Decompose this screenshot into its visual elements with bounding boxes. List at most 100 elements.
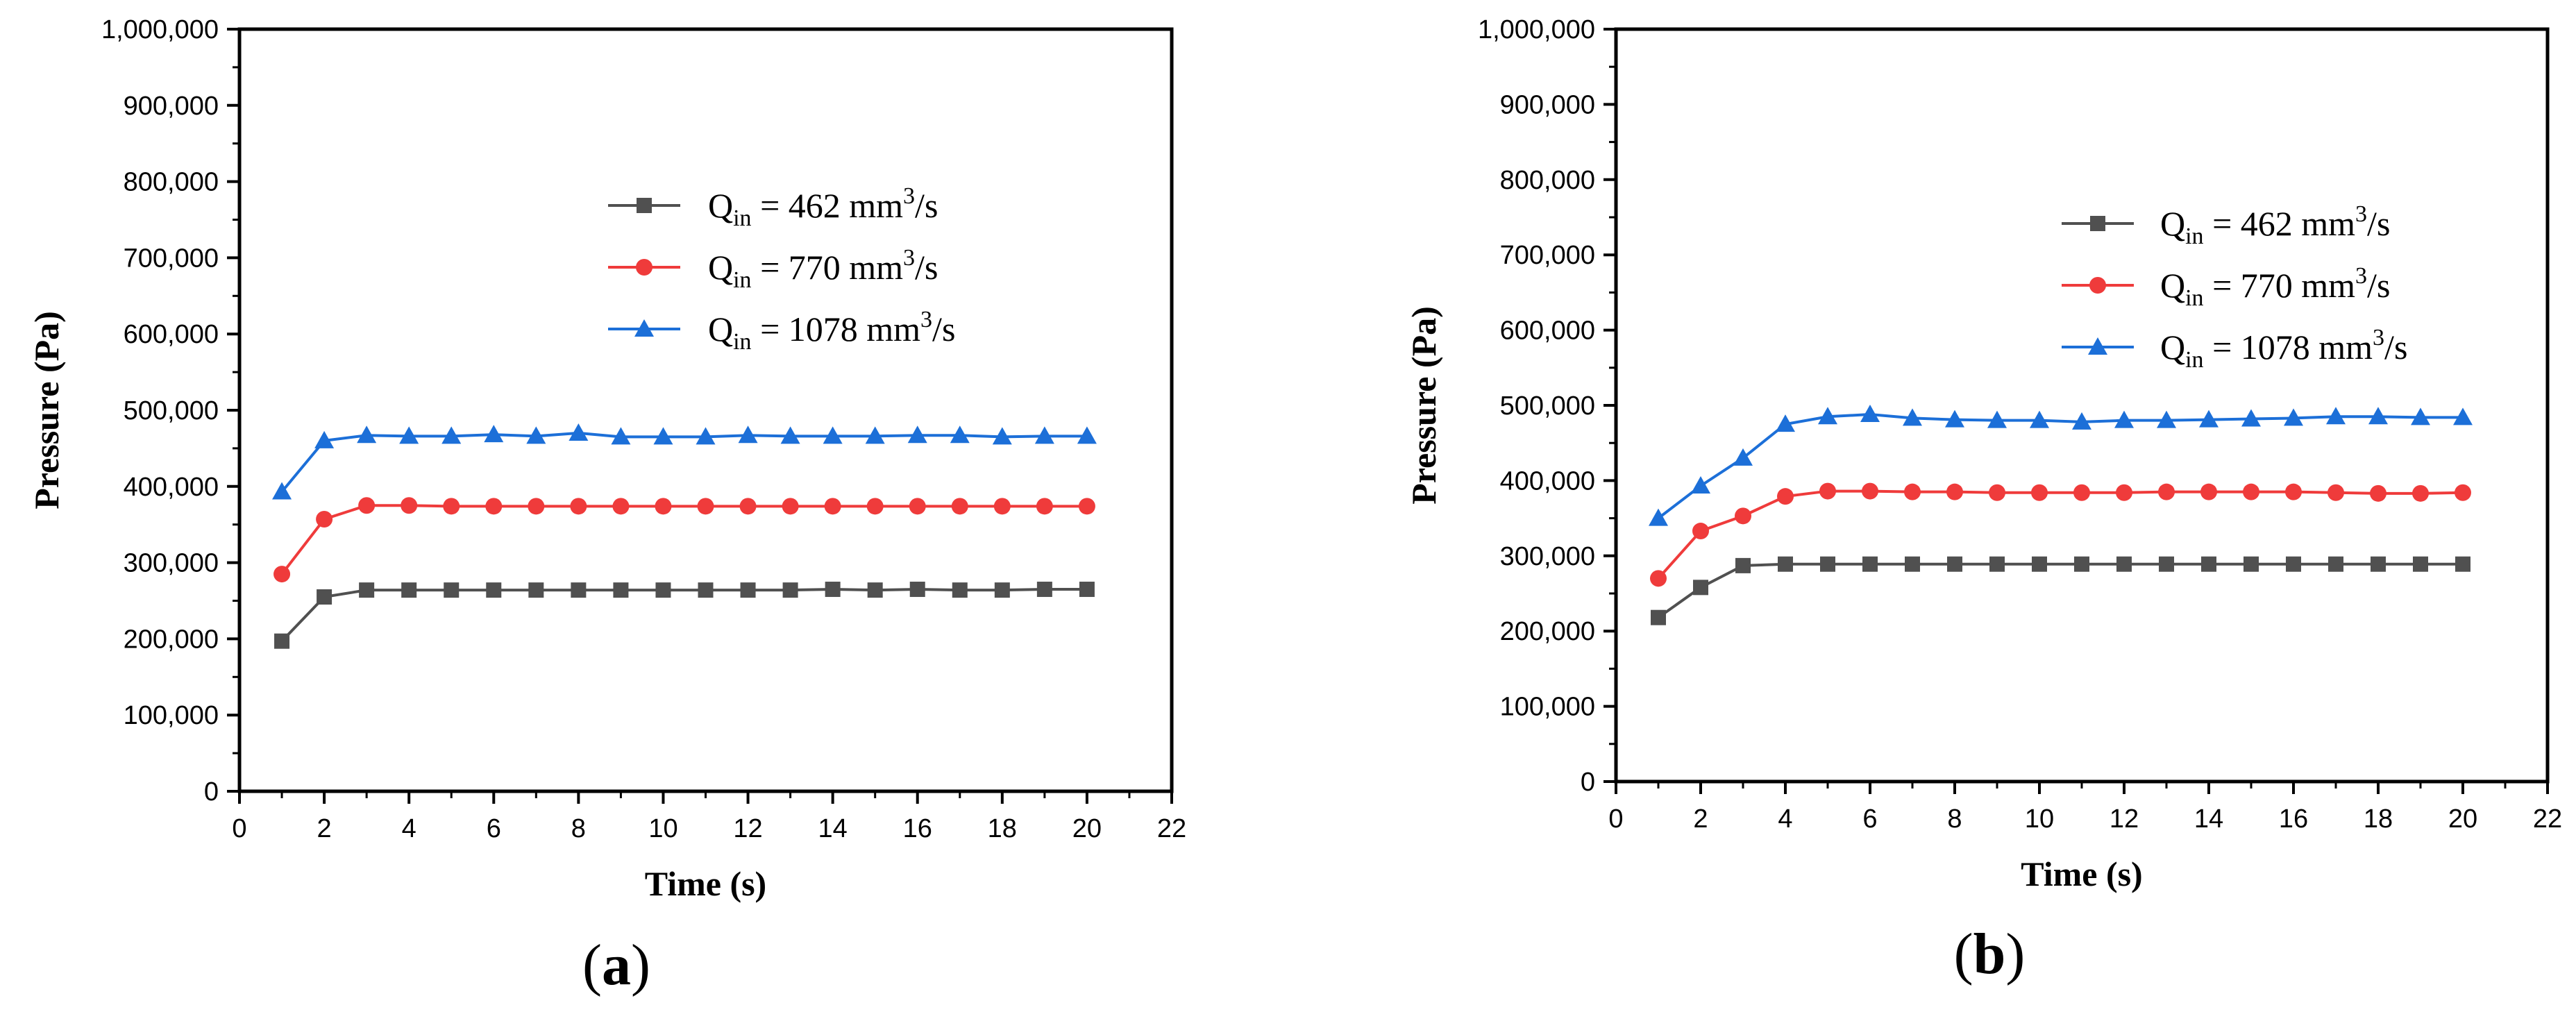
data-point xyxy=(907,425,927,444)
legend-entry-label: Qin = 770 mm3/s xyxy=(2160,263,2390,311)
legend-marker xyxy=(2089,277,2106,294)
data-point xyxy=(528,498,545,515)
y-tick-label: 200,000 xyxy=(124,625,219,654)
legend-text-part: Q xyxy=(708,186,733,225)
y-tick-label: 700,000 xyxy=(1500,241,1595,270)
x-tick-label: 4 xyxy=(402,814,416,843)
data-point xyxy=(950,425,970,444)
x-tick-label: 14 xyxy=(2194,804,2223,834)
data-point xyxy=(1947,556,1962,572)
legend-text-part: in xyxy=(2185,224,2203,249)
data-point xyxy=(823,426,843,444)
data-point xyxy=(2116,484,2132,501)
legend-text-part: in xyxy=(2185,347,2203,373)
data-point xyxy=(2114,410,2134,428)
data-point xyxy=(570,498,587,515)
legend-marker xyxy=(637,198,652,213)
panel-paren-open: ( xyxy=(582,933,602,997)
data-point xyxy=(1820,556,1835,572)
x-tick-label: 14 xyxy=(818,814,847,843)
panel-paren-close: ) xyxy=(631,933,650,997)
data-point xyxy=(697,498,714,515)
x-tick-label: 10 xyxy=(648,814,677,843)
data-point xyxy=(2158,483,2175,500)
y-tick-label: 900,000 xyxy=(1500,90,1595,119)
y-tick-label: 400,000 xyxy=(1500,466,1595,496)
y-tick-label: 600,000 xyxy=(1500,317,1595,346)
data-point xyxy=(2159,556,2174,572)
y-tick-label: 500,000 xyxy=(124,396,219,425)
data-point xyxy=(401,582,417,598)
data-point xyxy=(1818,407,1837,425)
legend-text-part: Q xyxy=(708,310,733,348)
x-tick-label: 6 xyxy=(487,814,501,843)
y-tick-label: 200,000 xyxy=(1500,617,1595,646)
data-point xyxy=(2455,556,2470,572)
legend-text-part: /s xyxy=(932,310,955,348)
data-point xyxy=(1735,507,1751,525)
data-point xyxy=(1078,498,1095,515)
data-point xyxy=(738,425,758,444)
data-point xyxy=(274,633,290,649)
x-tick-label: 2 xyxy=(317,814,332,843)
legend-marker xyxy=(634,319,654,337)
legend-text-part: /s xyxy=(2367,204,2390,243)
y-tick-label: 900,000 xyxy=(124,92,219,121)
data-point xyxy=(571,582,587,598)
data-point xyxy=(825,582,841,598)
data-point xyxy=(443,498,460,515)
data-point xyxy=(399,426,419,444)
data-point xyxy=(1693,580,1708,596)
panel-label: (b) xyxy=(1954,922,2026,986)
data-point xyxy=(1649,508,1668,526)
data-point xyxy=(2073,484,2090,501)
legend-text-part: 3 xyxy=(903,183,915,209)
data-point xyxy=(1904,483,1921,500)
data-point xyxy=(357,425,377,444)
legend-text-part: = 770 mm xyxy=(752,248,904,287)
legend-text-part: 3 xyxy=(2355,201,2367,227)
data-point xyxy=(655,582,671,598)
x-axis-title: Time (s) xyxy=(645,864,766,903)
data-point xyxy=(2284,408,2303,426)
data-point xyxy=(272,482,292,500)
x-tick-label: 22 xyxy=(2533,804,2562,834)
series-1 xyxy=(1651,556,2470,625)
legend-text-part: /s xyxy=(2367,266,2390,305)
y-tick-label: 300,000 xyxy=(1500,542,1595,571)
legend-marker xyxy=(2090,216,2105,231)
y-tick-label: 0 xyxy=(1581,768,1595,797)
data-point xyxy=(2244,556,2259,572)
data-point xyxy=(655,498,672,515)
x-tick-label: 18 xyxy=(2364,804,2393,834)
y-axis-title: Pressure (Pa) xyxy=(1404,306,1443,505)
panel-letter: b xyxy=(1973,922,2006,986)
data-point xyxy=(2453,407,2473,425)
data-point xyxy=(1735,557,1751,573)
legend-text-part: = 1078 mm xyxy=(752,310,921,348)
legend-marker xyxy=(2088,337,2107,355)
legend-text-part: 3 xyxy=(2373,325,2384,351)
chart-panel-b: 0 2 4 6 8 10 12 14 16 18 20 22 0 100,000 200,000 300,00… xyxy=(1404,15,2562,986)
data-point xyxy=(2327,484,2344,501)
data-point xyxy=(1819,482,1836,500)
data-point xyxy=(484,425,504,443)
data-point xyxy=(2074,556,2089,572)
legend-entry-label: Qin = 770 mm3/s xyxy=(708,245,938,293)
data-point xyxy=(613,582,629,598)
legend-text-part: Q xyxy=(2160,266,2185,305)
data-point xyxy=(1036,498,1053,515)
data-point xyxy=(401,497,418,514)
data-point xyxy=(359,582,375,598)
x-tick-label: 6 xyxy=(1862,804,1877,834)
data-point xyxy=(1778,556,1793,572)
data-point xyxy=(2286,556,2301,572)
data-point xyxy=(2030,410,2049,428)
x-tick-label: 8 xyxy=(1947,804,1962,834)
data-point xyxy=(2368,407,2388,425)
legend-text-part: Q xyxy=(708,248,733,287)
series-1 xyxy=(274,582,1095,649)
data-point xyxy=(2412,484,2429,502)
